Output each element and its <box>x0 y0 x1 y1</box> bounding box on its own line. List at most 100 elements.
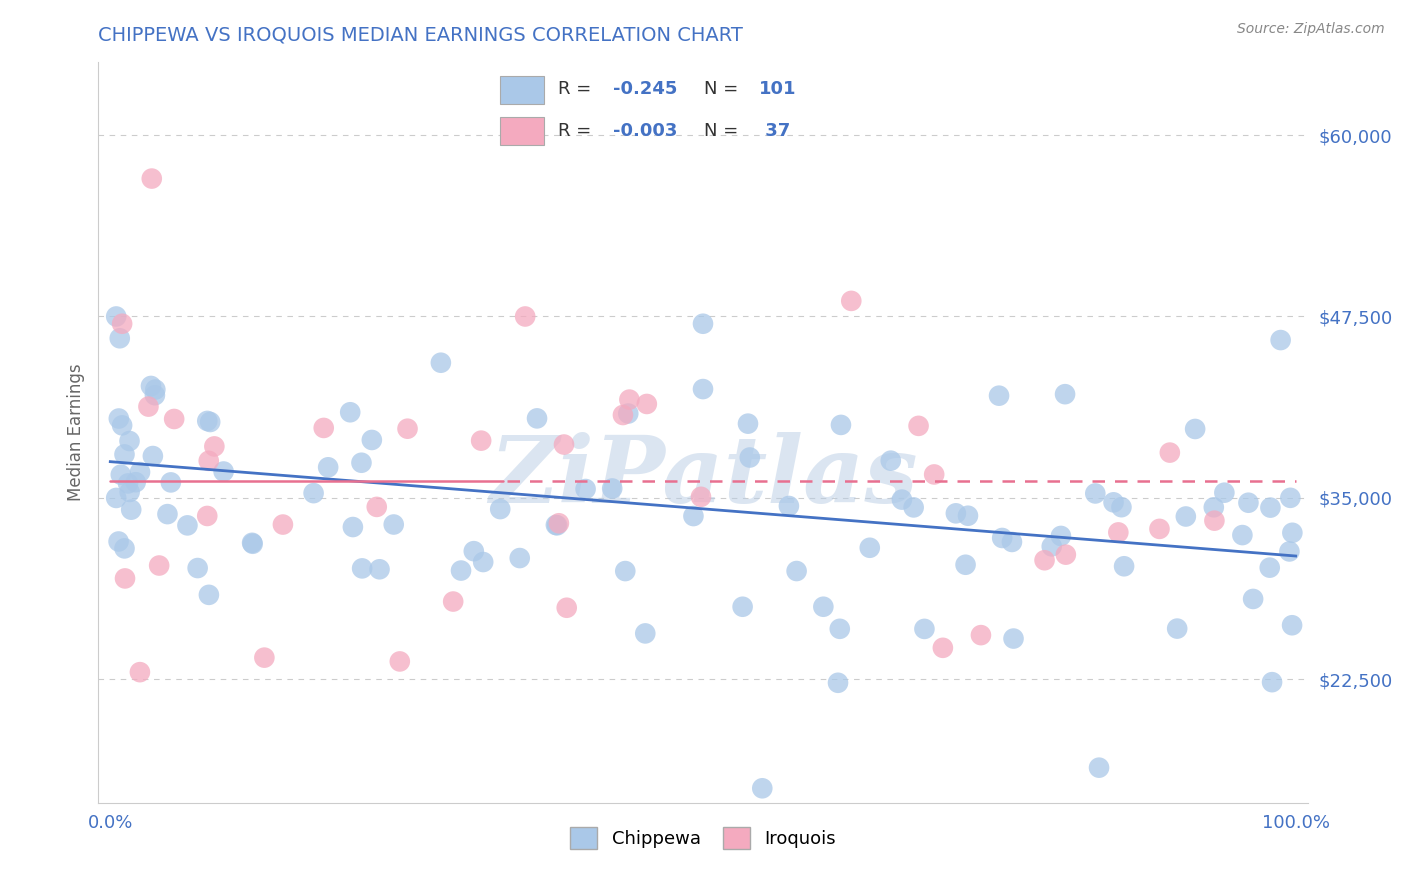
Point <box>143 383 166 397</box>
Point <box>548 516 571 531</box>
Point <box>1111 500 1133 515</box>
Point <box>1149 522 1171 536</box>
Point <box>1088 761 1111 775</box>
Point <box>619 392 641 407</box>
Point <box>195 508 218 523</box>
Point <box>574 482 596 496</box>
Text: 101: 101 <box>759 80 797 98</box>
Point <box>108 331 131 345</box>
Point <box>489 502 512 516</box>
Point <box>339 405 361 419</box>
Point <box>350 456 373 470</box>
Point <box>1112 559 1135 574</box>
Point <box>176 518 198 533</box>
FancyBboxPatch shape <box>499 76 544 104</box>
Point <box>366 500 388 514</box>
Point <box>253 650 276 665</box>
Point <box>430 356 453 370</box>
Point <box>737 417 759 431</box>
Point <box>388 655 411 669</box>
Text: -0.003: -0.003 <box>613 122 678 140</box>
Point <box>1237 496 1260 510</box>
Point <box>111 418 134 433</box>
Point <box>912 622 935 636</box>
Point <box>129 465 152 479</box>
Point <box>139 379 162 393</box>
Point <box>117 476 139 491</box>
Point <box>1054 548 1077 562</box>
Point <box>302 486 325 500</box>
Text: CHIPPEWA VS IROQUOIS MEDIAN EARNINGS CORRELATION CHART: CHIPPEWA VS IROQUOIS MEDIAN EARNINGS COR… <box>98 25 744 45</box>
Point <box>786 564 808 578</box>
Point <box>1279 491 1302 505</box>
Text: N =: N = <box>704 80 738 98</box>
Point <box>890 492 912 507</box>
Point <box>129 665 152 680</box>
Point <box>634 626 657 640</box>
Point <box>202 439 225 453</box>
Point <box>1102 495 1125 509</box>
Point <box>1281 525 1303 540</box>
Point <box>105 310 128 324</box>
Point <box>382 517 405 532</box>
Point <box>555 600 578 615</box>
Text: R =: R = <box>558 122 592 140</box>
Point <box>1184 422 1206 436</box>
Point <box>1033 553 1056 567</box>
Point <box>859 541 882 555</box>
Point <box>1260 500 1282 515</box>
Point <box>988 389 1011 403</box>
Point <box>991 531 1014 545</box>
Point <box>692 382 714 396</box>
Point <box>114 447 136 461</box>
Point <box>903 500 925 515</box>
Point <box>751 781 773 796</box>
Point <box>828 622 851 636</box>
Point <box>111 317 134 331</box>
Point <box>600 482 623 496</box>
Point <box>1084 486 1107 500</box>
Point <box>114 541 136 556</box>
Point <box>142 449 165 463</box>
Point <box>110 467 132 482</box>
Point <box>472 555 495 569</box>
Text: R =: R = <box>558 80 592 98</box>
Point <box>1261 675 1284 690</box>
Point <box>738 450 761 465</box>
Point <box>509 551 531 566</box>
Point <box>271 517 294 532</box>
Point <box>907 418 929 433</box>
Point <box>160 475 183 490</box>
Point <box>1270 333 1292 347</box>
Point <box>368 562 391 576</box>
Point <box>156 507 179 521</box>
Point <box>118 434 141 448</box>
Point <box>441 594 464 608</box>
Point <box>1174 509 1197 524</box>
Point <box>240 536 263 550</box>
Point <box>1001 535 1024 549</box>
Point <box>970 628 993 642</box>
Point <box>352 561 374 575</box>
Point <box>778 499 800 513</box>
Point <box>1278 544 1301 558</box>
Point <box>1232 528 1254 542</box>
Point <box>470 434 492 448</box>
Point <box>148 558 170 573</box>
Point <box>1241 591 1264 606</box>
Point <box>1107 525 1129 540</box>
Text: -0.245: -0.245 <box>613 80 678 98</box>
Point <box>932 640 955 655</box>
Point <box>526 411 548 425</box>
Point <box>617 407 640 421</box>
Point <box>612 408 634 422</box>
Point <box>1002 632 1025 646</box>
Point <box>316 460 339 475</box>
Point <box>515 310 537 324</box>
Point <box>1050 529 1073 543</box>
Point <box>731 599 754 614</box>
Point <box>553 437 575 451</box>
Point <box>107 534 129 549</box>
Point <box>1204 514 1226 528</box>
Point <box>1258 560 1281 574</box>
